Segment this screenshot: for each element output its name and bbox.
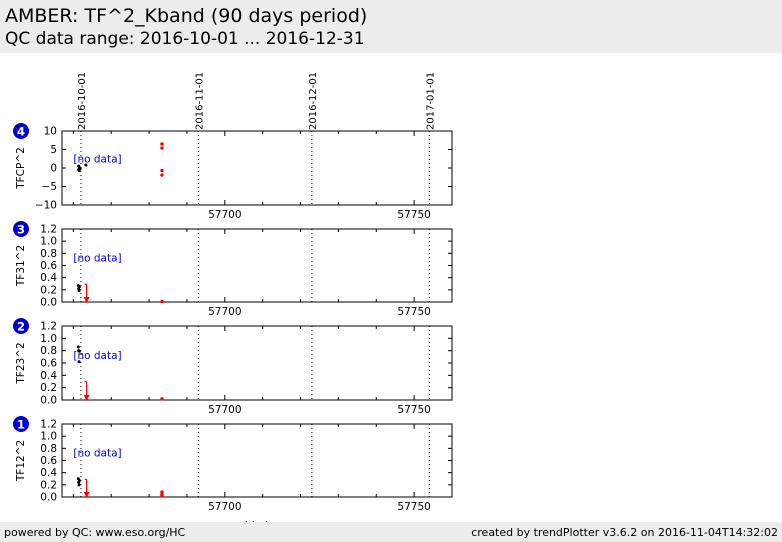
x-tick-label: 57750	[397, 501, 430, 513]
y-axis-label: TF12^2	[15, 440, 27, 482]
data-point	[77, 479, 81, 483]
y-tick-label: 0.2	[40, 382, 57, 394]
report-footer: powered by QC: www.eso.org/HC created by…	[0, 522, 782, 542]
y-tick-label: 1.0	[40, 431, 57, 443]
data-point	[77, 288, 81, 292]
y-tick-label: 0.2	[40, 479, 57, 491]
date-marker-label: 2017-01-01	[425, 72, 436, 130]
footer-credit: powered by QC: www.eso.org/HC	[4, 526, 186, 539]
panel-number-badge	[13, 221, 29, 237]
data-point	[77, 349, 81, 353]
data-point	[76, 345, 80, 349]
y-tick-label: −10	[35, 200, 57, 212]
x-tick-label: 57750	[397, 209, 430, 221]
y-tick-label: 0.6	[40, 455, 57, 467]
y-tick-label: 0.4	[40, 370, 57, 382]
y-tick-label: 0.2	[40, 284, 57, 296]
x-axis-label: mjd-obs	[235, 520, 277, 522]
y-tick-label: 0.8	[40, 345, 57, 357]
report-header: AMBER: TF^2_Kband (90 days period) QC da…	[0, 0, 782, 53]
date-marker-label: 2016-12-01	[308, 72, 319, 130]
no-data-annotation: [no data]	[73, 448, 121, 460]
y-axis-label: TFCP^2	[15, 147, 27, 190]
panel-number-label: 4	[17, 125, 25, 139]
y-tick-label: 1.2	[40, 419, 57, 431]
no-data-annotation: [no data]	[73, 253, 121, 265]
y-tick-label: 0.0	[40, 395, 57, 407]
data-point	[77, 360, 81, 364]
panel-frame	[61, 325, 453, 401]
highlight-point	[160, 173, 164, 177]
highlight-point	[160, 168, 164, 173]
y-tick-label: 0.8	[40, 248, 57, 260]
y-tick-label: 1.0	[40, 236, 57, 248]
x-tick-label: 57700	[208, 306, 241, 318]
data-point	[77, 169, 81, 173]
x-tick-label: 57750	[397, 306, 430, 318]
x-tick-label: 57700	[208, 404, 241, 416]
y-tick-label: 5	[50, 144, 57, 156]
highlight-point	[160, 490, 164, 494]
panel-number-badge	[13, 318, 29, 334]
page-title: AMBER: TF^2_Kband (90 days period)	[5, 5, 368, 27]
panel-number-label: 3	[17, 223, 25, 237]
limit-arrow-head	[83, 297, 90, 303]
x-tick-label: 57750	[397, 404, 430, 416]
y-tick-label: 0.4	[40, 272, 57, 284]
y-tick-label: 0.6	[40, 260, 57, 272]
y-tick-label: 10	[44, 126, 57, 138]
panel-number-label: 1	[17, 418, 25, 432]
y-tick-label: 0.8	[40, 443, 57, 455]
y-tick-label: 0	[50, 163, 57, 175]
y-tick-label: 0.0	[40, 297, 57, 309]
y-tick-label: 0.0	[40, 492, 57, 504]
y-tick-label: 0.6	[40, 358, 57, 370]
highlight-point	[160, 299, 164, 304]
y-tick-label: −5	[42, 181, 57, 193]
y-tick-label: 0.4	[40, 467, 57, 479]
panel-number-label: 2	[17, 320, 25, 334]
no-data-annotation: [no data]	[73, 350, 121, 362]
date-marker-label: 2016-10-01	[77, 72, 88, 130]
y-axis-label: TF23^2	[15, 342, 27, 384]
footer-generator: created by trendPlotter v3.6.2 on 2016-1…	[471, 526, 778, 539]
highlight-point	[160, 142, 164, 146]
highlight-point	[160, 397, 164, 401]
panel-number-badge	[13, 416, 29, 432]
data-point	[77, 483, 81, 487]
highlight-point	[160, 494, 164, 498]
y-tick-label: 1.2	[40, 321, 57, 333]
panel-number-badge	[13, 123, 29, 139]
panel-frame	[61, 228, 453, 303]
data-point	[84, 163, 88, 167]
page-subtitle: QC data range: 2016-10-01 ... 2016-12-31	[5, 29, 365, 49]
panel-frame	[61, 423, 453, 498]
y-tick-label: 1.2	[40, 224, 57, 236]
y-axis-label: TF31^2	[15, 245, 27, 287]
panel-frame	[61, 130, 453, 206]
limit-arrow-head	[83, 492, 90, 498]
data-point	[77, 285, 81, 289]
trend-chart: 2016-10-01 2016-11-01 2016-12-01 2017-01-01…	[13, 72, 453, 522]
no-data-annotation: [no data]	[73, 153, 121, 165]
x-tick-label: 57700	[208, 501, 241, 513]
limit-arrow-head	[83, 395, 90, 401]
highlight-point	[160, 146, 164, 150]
date-marker-label: 2016-11-01	[194, 72, 205, 130]
y-tick-label: 1.0	[40, 333, 57, 345]
x-tick-label: 57700	[208, 209, 241, 221]
